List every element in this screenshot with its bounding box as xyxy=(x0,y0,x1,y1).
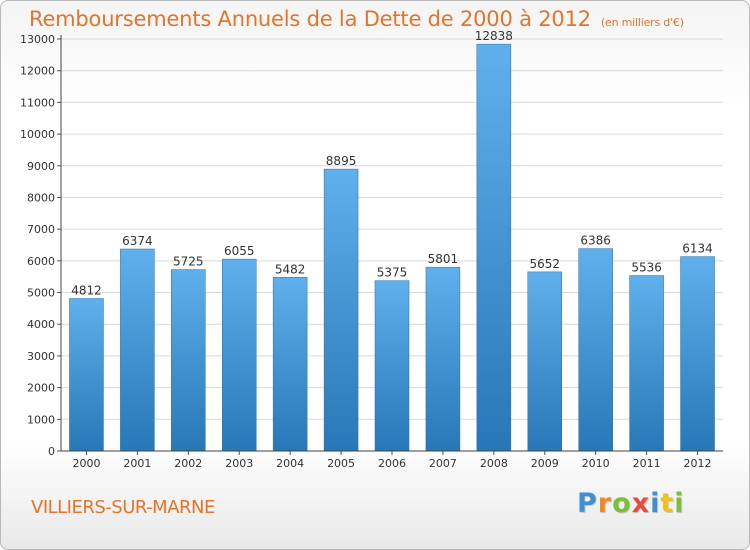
bar-value-label: 8895 xyxy=(326,154,357,168)
bar-value-label: 5725 xyxy=(173,255,204,269)
logo-letter: t xyxy=(660,488,675,519)
y-tick-label: 12000 xyxy=(20,65,55,78)
bar-value-label: 12838 xyxy=(475,29,513,43)
x-tick-label: 2004 xyxy=(276,457,304,470)
bar xyxy=(425,266,461,452)
y-tick-label: 8000 xyxy=(27,191,55,204)
bar-value-label: 5801 xyxy=(428,252,459,266)
bar xyxy=(120,248,155,452)
y-tick-label: 5000 xyxy=(27,287,55,300)
y-tick-label: 13000 xyxy=(20,33,55,46)
y-tick-label: 7000 xyxy=(27,223,55,236)
y-axis-ticks: 0 1000 2000 3000 4000 5000 6000 7000 8000 9000 100… xyxy=(20,33,61,458)
y-tick-label: 2000 xyxy=(27,382,55,395)
bar xyxy=(629,275,664,452)
bar-value-label: 6055 xyxy=(224,244,255,258)
x-tick-label: 2005 xyxy=(327,457,355,470)
x-tick-label: 2003 xyxy=(225,457,253,470)
bar xyxy=(69,298,104,452)
y-tick-label: 10000 xyxy=(20,128,55,141)
logo-letter: i xyxy=(674,488,685,519)
x-tick-label: 2011 xyxy=(633,457,661,470)
x-tick-label: 2000 xyxy=(72,457,100,470)
y-tick-label: 6000 xyxy=(27,255,55,268)
y-tick-label: 3000 xyxy=(27,350,55,363)
logo-letter: P xyxy=(577,488,598,519)
chart-title: Remboursements Annuels de la Dette de 20… xyxy=(29,7,684,31)
bar xyxy=(221,258,257,452)
bar-value-label: 5652 xyxy=(529,257,560,271)
y-tick-label: 11000 xyxy=(20,96,55,109)
bar-value-label: 6374 xyxy=(122,234,153,248)
bar-value-label: 6134 xyxy=(682,242,713,256)
proxiti-logo: Proxiti xyxy=(577,488,685,519)
x-tick-label: 2001 xyxy=(123,457,151,470)
logo-letter: i xyxy=(650,488,661,519)
bar-value-label: 5482 xyxy=(275,262,306,276)
value-labels: 4812 6374 5725 6055 5482 8895 5375 5801 12838 565… xyxy=(71,29,713,297)
x-tick-label: 2002 xyxy=(174,457,202,470)
bar xyxy=(374,280,410,452)
x-tick-label: 2006 xyxy=(378,457,406,470)
x-tick-label: 2012 xyxy=(684,457,712,470)
bar xyxy=(171,269,206,452)
bar xyxy=(323,168,359,452)
x-tick-label: 2010 xyxy=(582,457,610,470)
bar-value-label: 6386 xyxy=(580,234,611,248)
bar-value-label: 5536 xyxy=(631,261,662,275)
chart-title-text: Remboursements Annuels de la Dette de 20… xyxy=(29,7,591,31)
bars xyxy=(69,43,715,452)
y-tick-label: 0 xyxy=(48,445,55,458)
y-tick-label: 1000 xyxy=(27,413,55,426)
bar-value-label: 4812 xyxy=(71,283,102,297)
x-tick-label: 2007 xyxy=(429,457,457,470)
x-tick-label: 2009 xyxy=(531,457,559,470)
bar xyxy=(578,248,613,452)
unit-label: (en milliers d'€) xyxy=(600,16,684,29)
x-axis-ticks: 2000 2001 2002 2003 2004 2005 2006 2007 2008 2009… xyxy=(72,451,712,470)
y-tick-label: 9000 xyxy=(27,160,55,173)
bar xyxy=(272,277,308,452)
logo-letter: x xyxy=(631,488,651,519)
bar xyxy=(527,271,563,452)
logo-letter: o xyxy=(612,488,632,519)
y-tick-label: 4000 xyxy=(27,318,55,331)
x-tick-label: 2008 xyxy=(480,457,508,470)
bar xyxy=(680,256,715,452)
town-name: VILLIERS-SUR-MARNE xyxy=(31,497,215,518)
logo-letter: r xyxy=(597,488,613,519)
bar-value-label: 5375 xyxy=(377,266,408,280)
bar xyxy=(476,43,512,452)
